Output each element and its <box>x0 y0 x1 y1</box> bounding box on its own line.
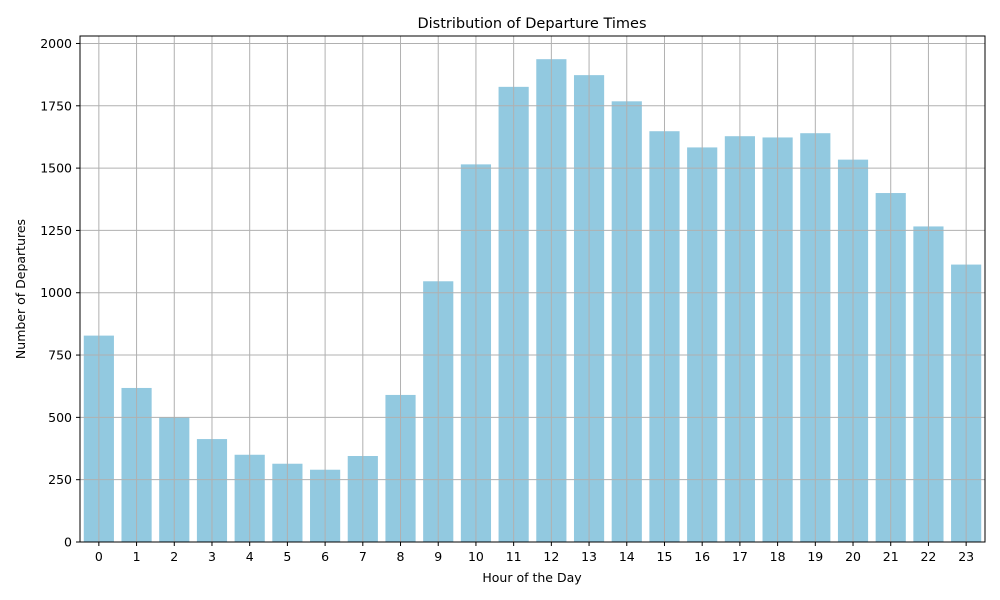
axes-frame <box>79 35 986 543</box>
x-tick-label: 11 <box>506 549 522 564</box>
x-tick-label: 7 <box>359 549 367 564</box>
x-tick-label: 17 <box>732 549 748 564</box>
x-tick-label: 3 <box>208 549 216 564</box>
x-tick-label: 14 <box>619 549 635 564</box>
x-tick-label: 0 <box>95 549 103 564</box>
x-tick-label: 10 <box>468 549 484 564</box>
x-tick-label: 15 <box>657 549 673 564</box>
y-axis-label: Number of Departures <box>13 219 28 359</box>
x-tick-label: 22 <box>920 549 936 564</box>
x-tick-label: 21 <box>883 549 899 564</box>
y-tick-label: 1750 <box>40 98 72 113</box>
x-tick-label: 19 <box>807 549 823 564</box>
bars-layer <box>83 59 982 543</box>
x-tick-label: 16 <box>694 549 710 564</box>
x-tick-label: 1 <box>133 549 141 564</box>
chart-title: Distribution of Departure Times <box>417 16 646 32</box>
y-tick-label: 2000 <box>40 36 72 51</box>
x-axis-label: Hour of the Day <box>482 570 582 585</box>
y-tick-label: 750 <box>48 348 72 363</box>
x-tick-label: 5 <box>283 549 291 564</box>
x-tick-label: 2 <box>170 549 178 564</box>
x-tick-label: 6 <box>321 549 329 564</box>
y-tick-label: 1500 <box>40 161 72 176</box>
y-tick-label: 0 <box>64 535 72 550</box>
y-tick-label: 250 <box>48 472 72 487</box>
x-tick-label: 9 <box>434 549 442 564</box>
x-tick-label: 13 <box>581 549 597 564</box>
x-tick-label: 20 <box>845 549 861 564</box>
x-tick-label: 8 <box>397 549 405 564</box>
x-tick-label: 4 <box>246 549 254 564</box>
x-tick-label: 18 <box>770 549 786 564</box>
x-tick-label: 23 <box>958 549 974 564</box>
x-tick-label: 12 <box>543 549 559 564</box>
y-tick-label: 1250 <box>40 223 72 238</box>
y-tick-label: 1000 <box>40 285 72 300</box>
y-tick-label: 500 <box>48 410 72 425</box>
